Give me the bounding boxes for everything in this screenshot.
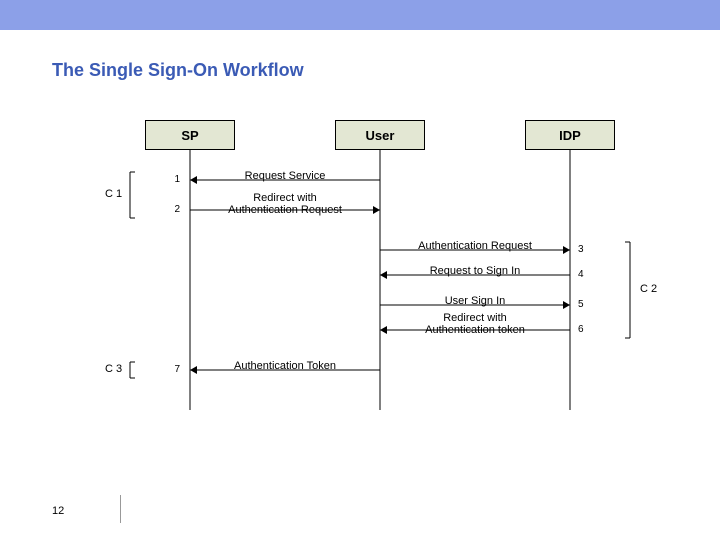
header-bar bbox=[0, 0, 720, 30]
msg-3-label: Authentication Request bbox=[375, 240, 575, 252]
step-num-7: 7 bbox=[145, 364, 180, 375]
msg-4-label: Request to Sign In bbox=[375, 265, 575, 277]
actor-user: User bbox=[335, 120, 425, 150]
footer-divider bbox=[120, 495, 121, 523]
step-num-2: 2 bbox=[145, 204, 180, 215]
step-num-6: 6 bbox=[578, 324, 598, 335]
msg-5-label: User Sign In bbox=[375, 295, 575, 307]
page-title: The Single Sign-On Workflow bbox=[52, 60, 304, 81]
actor-sp: SP bbox=[145, 120, 235, 150]
step-num-3: 3 bbox=[578, 244, 598, 255]
actor-idp: IDP bbox=[525, 120, 615, 150]
group-C2: C 2 bbox=[640, 283, 657, 295]
sso-sequence-diagram: SP User IDP Request Service 1 Redirect withAu… bbox=[100, 110, 660, 430]
page-number: 12 bbox=[52, 505, 64, 517]
msg-1-label: Request Service bbox=[185, 170, 385, 182]
group-C3: C 3 bbox=[105, 363, 122, 375]
step-num-5: 5 bbox=[578, 299, 598, 310]
group-C1: C 1 bbox=[105, 188, 122, 200]
step-num-1: 1 bbox=[145, 174, 180, 185]
step-num-4: 4 bbox=[578, 269, 598, 280]
msg-7-label: Authentication Token bbox=[185, 360, 385, 372]
msg-2-label: Redirect withAuthentication Request bbox=[185, 192, 385, 216]
msg-6-label: Redirect withAuthentication token bbox=[375, 312, 575, 336]
